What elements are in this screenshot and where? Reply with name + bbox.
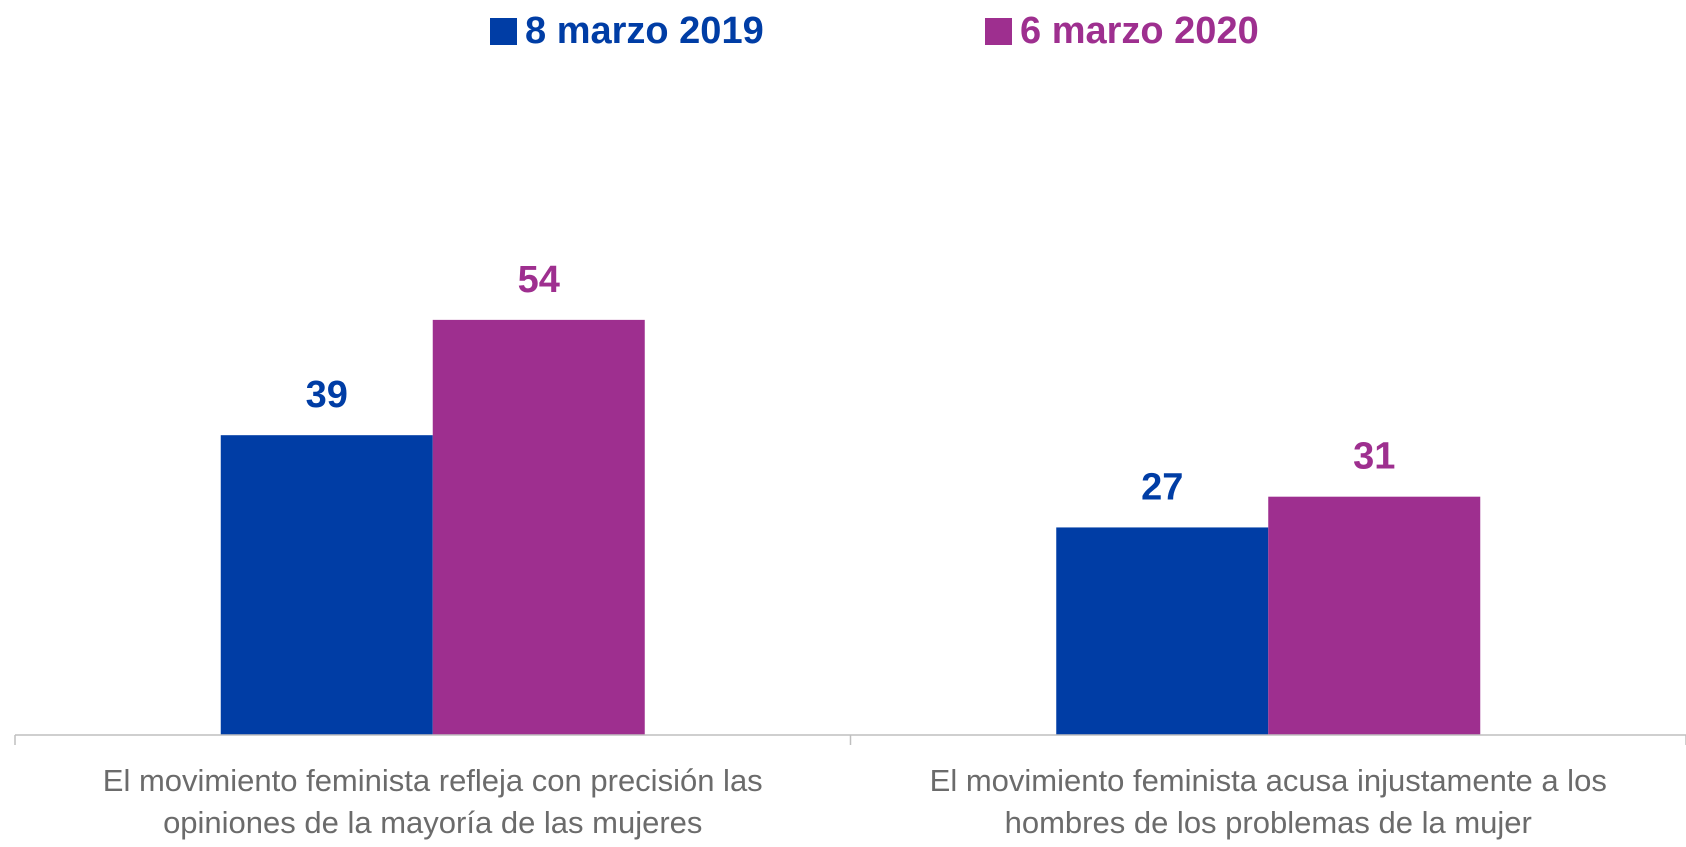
bar bbox=[220, 435, 433, 735]
legend-label: 6 marzo 2020 bbox=[1020, 10, 1259, 52]
data-label: 54 bbox=[518, 259, 560, 301]
x-tick-label: El movimiento feminista acusa injustamen… bbox=[929, 763, 1607, 840]
bar bbox=[432, 319, 645, 735]
legend-swatch bbox=[985, 18, 1012, 45]
bar bbox=[1056, 527, 1269, 735]
data-label: 39 bbox=[306, 374, 348, 416]
x-tick-label: El movimiento feminista refleja con prec… bbox=[102, 763, 763, 840]
legend-swatch bbox=[490, 18, 517, 45]
bar bbox=[1268, 496, 1481, 735]
data-label: 27 bbox=[1141, 466, 1183, 508]
legend-label: 8 marzo 2019 bbox=[525, 10, 764, 52]
data-label: 31 bbox=[1353, 436, 1395, 478]
